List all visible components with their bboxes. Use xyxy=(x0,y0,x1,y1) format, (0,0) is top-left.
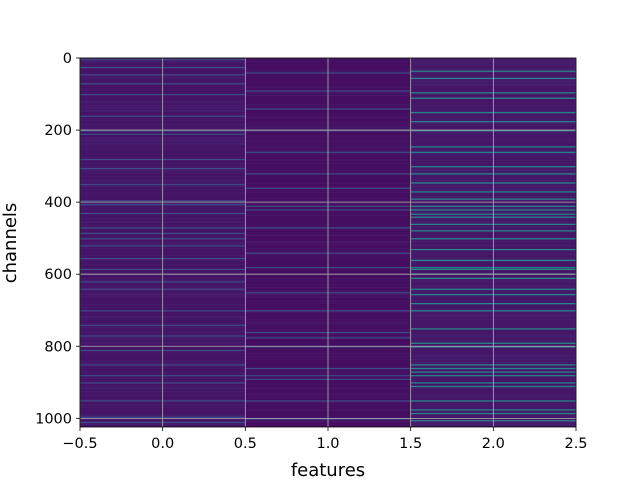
x-tick-label: 0.0 xyxy=(151,436,174,452)
x-tick-label: 2.0 xyxy=(482,436,505,452)
x-tick-label: 0.5 xyxy=(234,436,257,452)
y-tick-label: 600 xyxy=(44,267,72,283)
y-tick-label: 1000 xyxy=(35,411,72,427)
y-tick-label: 800 xyxy=(44,339,72,355)
y-axis-ticks: 0 200 400 600 800 1000 xyxy=(35,51,80,427)
x-tick-label: −0.5 xyxy=(62,436,97,452)
y-tick-label: 400 xyxy=(44,195,72,211)
x-tick-label: 1.0 xyxy=(316,436,339,452)
x-axis-label: features xyxy=(291,460,365,480)
x-tick-label: 2.5 xyxy=(564,436,587,452)
x-axis-ticks: −0.5 0.0 0.5 1.0 1.5 2.0 2.5 xyxy=(62,427,588,452)
x-tick-label: 1.5 xyxy=(399,436,422,452)
y-axis-label: channels xyxy=(0,203,21,284)
y-tick-label: 0 xyxy=(63,51,72,67)
y-tick-label: 200 xyxy=(44,123,72,139)
